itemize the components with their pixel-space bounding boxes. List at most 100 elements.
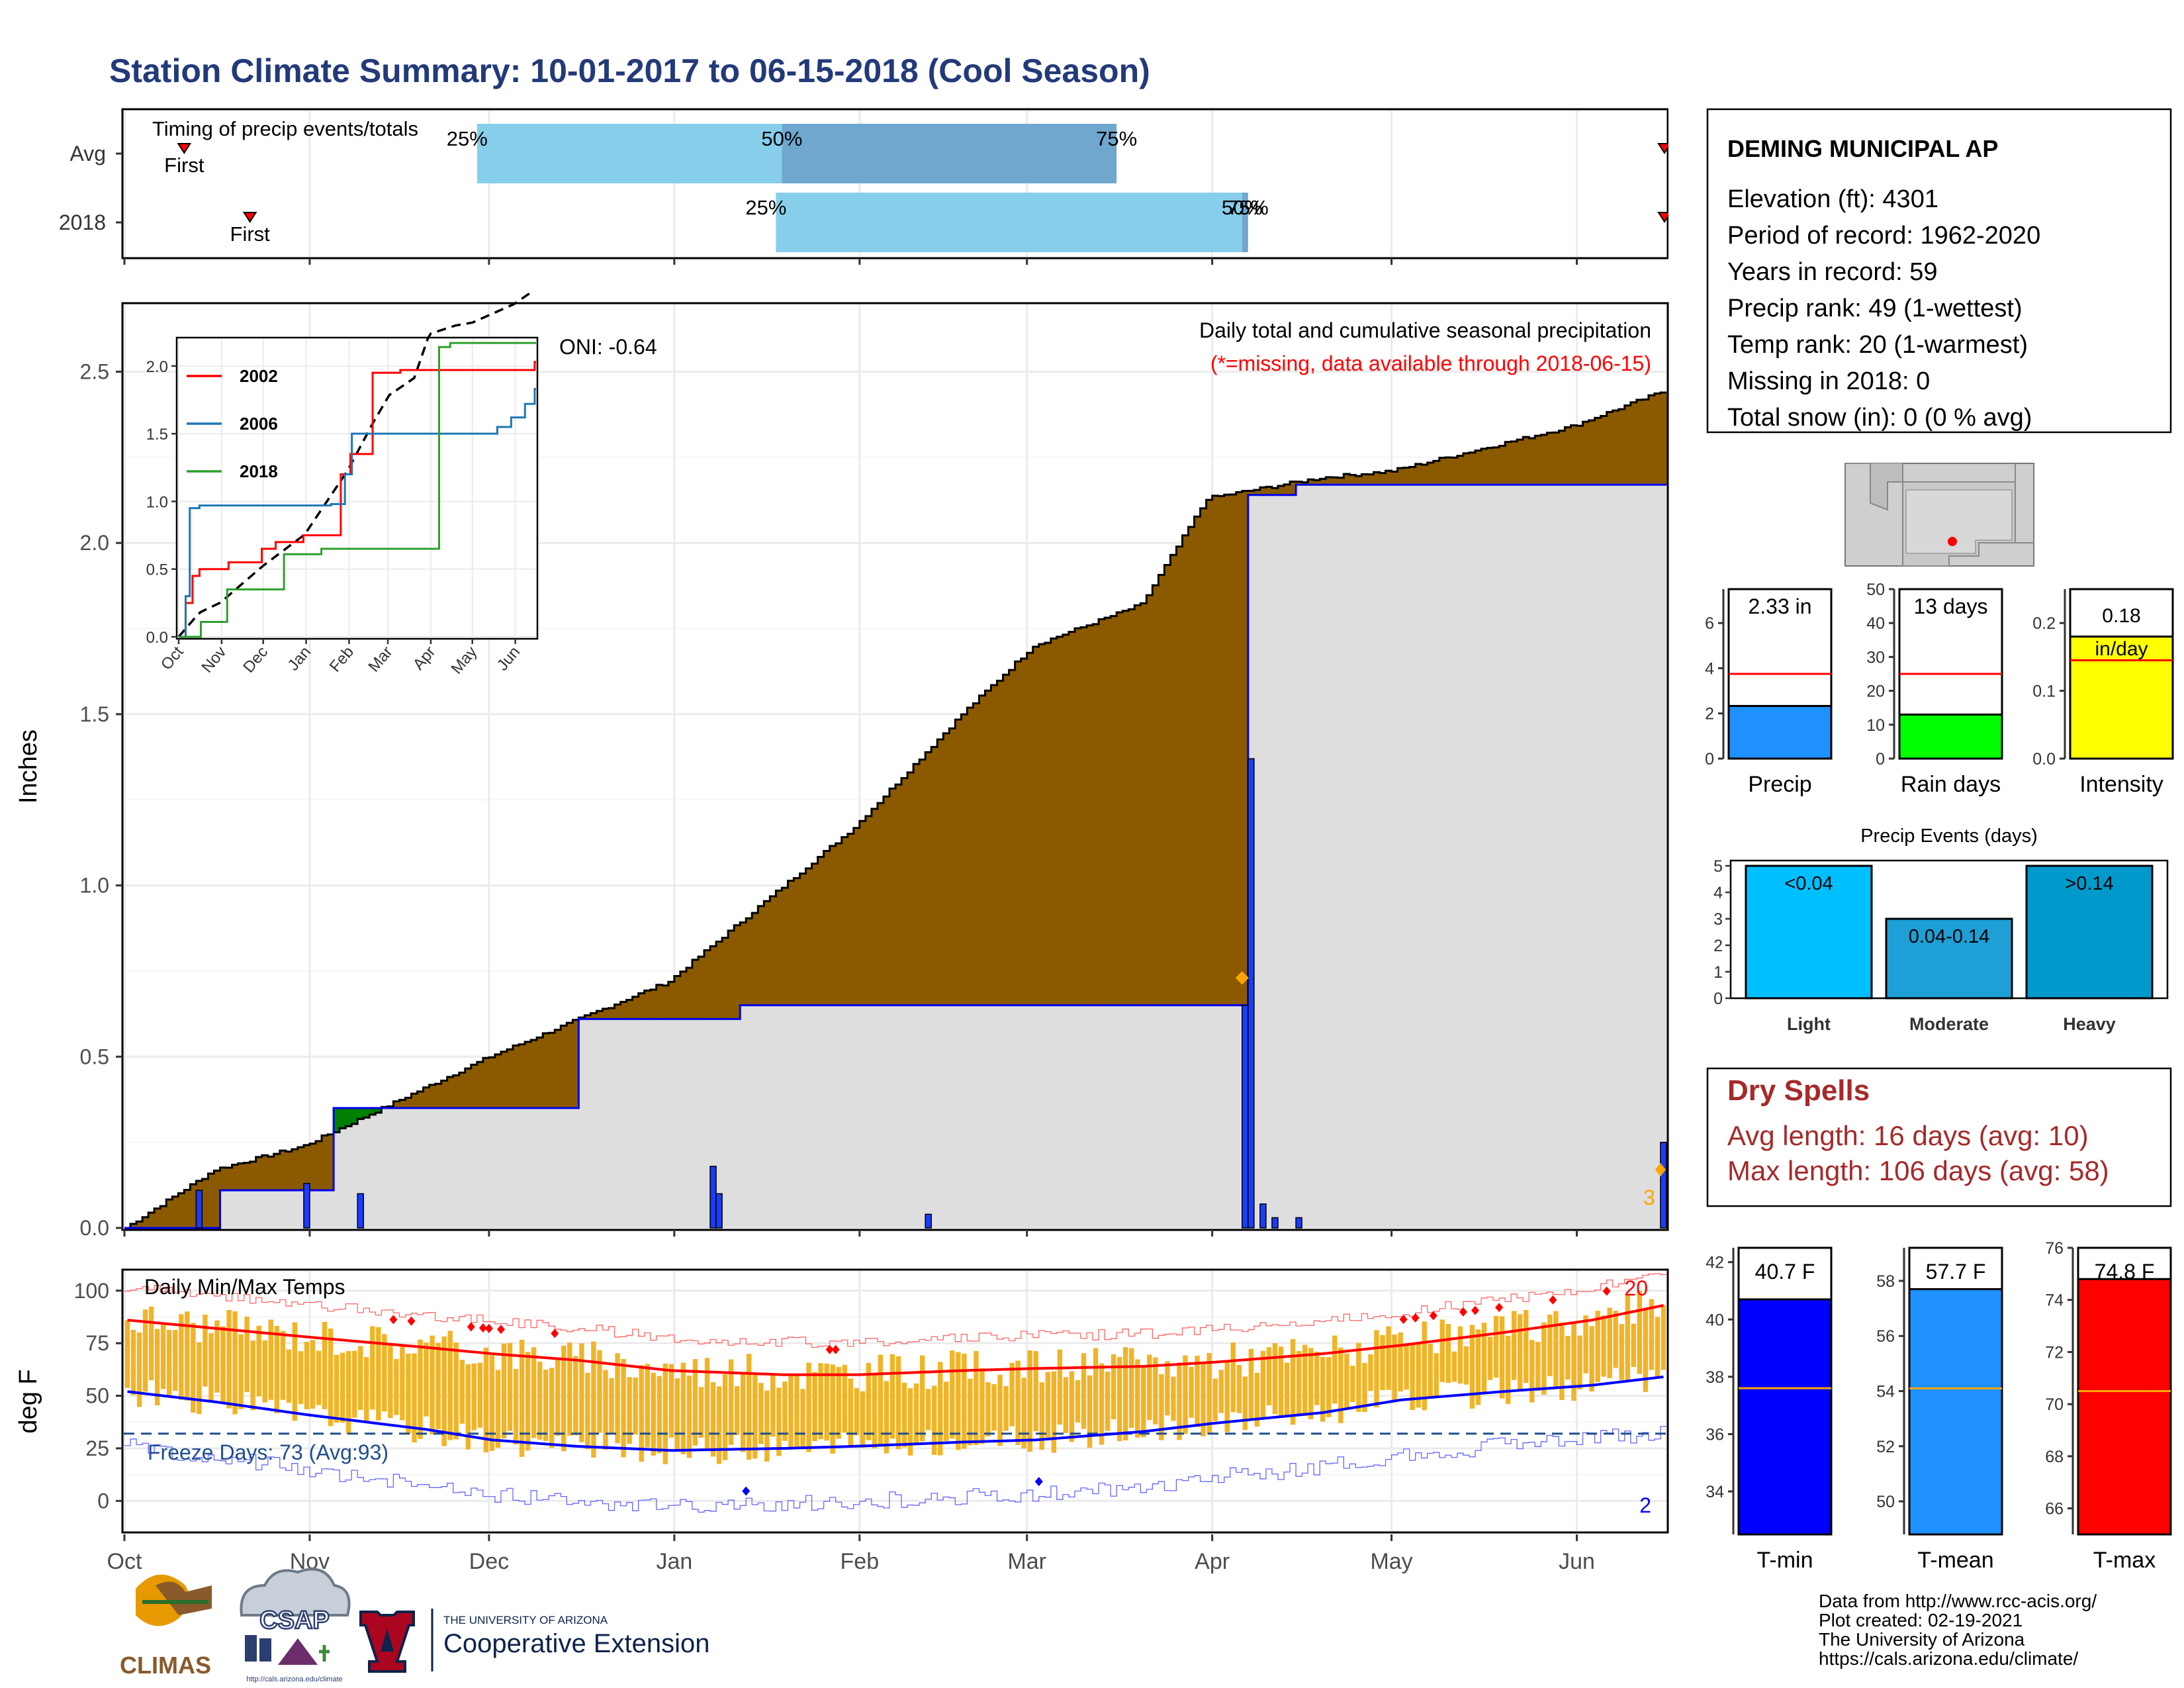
daily-precip-bar — [715, 1193, 723, 1229]
below-average-band — [184, 1190, 191, 1228]
daily-temp-range-bar — [925, 1389, 931, 1430]
daily-temp-range-bar — [776, 1387, 782, 1456]
daily-temp-range-bar — [244, 1316, 250, 1393]
daily-temp-range-bar — [603, 1370, 608, 1450]
below-average-band — [1105, 618, 1111, 1006]
inset-legend-label: 2006 — [240, 414, 278, 434]
below-average-band — [519, 1044, 525, 1108]
summary-y-tick-label: 20 — [1866, 682, 1885, 701]
below-average-band — [1188, 526, 1195, 1006]
summary-bar-label: 0.18 — [2102, 605, 2140, 627]
below-average-band — [1391, 471, 1398, 485]
below-average-band — [261, 1155, 269, 1191]
below-average-band — [716, 941, 723, 1019]
avg-tmin-line — [127, 1375, 1664, 1452]
daily-temp-range-bar — [818, 1363, 823, 1440]
below-average-band — [1326, 477, 1332, 485]
below-average-band — [704, 950, 711, 1019]
daily-temp-range-bar — [531, 1347, 537, 1438]
timing-bar-q25-q50 — [477, 124, 782, 183]
temp-summary-y-tick-label: 54 — [1876, 1383, 1895, 1401]
summary-y-tick-label: 2 — [1705, 705, 1714, 724]
daily-temp-range-bar — [1212, 1378, 1218, 1421]
daily-temp-range-bar — [1093, 1348, 1099, 1434]
below-average-band — [674, 976, 681, 1019]
daily-temp-range-bar — [1266, 1347, 1272, 1406]
daily-temp-range-bar — [806, 1362, 811, 1452]
record-high-marker — [1399, 1315, 1408, 1325]
daily-temp-range-bar — [913, 1383, 919, 1446]
below-average-band — [1116, 612, 1123, 1006]
below-average-band — [555, 1029, 561, 1108]
below-average-band — [1553, 432, 1560, 485]
temp-summary-y-tick-label: 66 — [2045, 1500, 2064, 1519]
below-average-band — [1146, 595, 1153, 1006]
below-average-band — [1385, 471, 1392, 485]
summary-bar-label: 13 days — [1913, 594, 1987, 618]
daily-precip-bar — [1248, 758, 1255, 1229]
below-average-band — [561, 1025, 567, 1108]
events-bar-label: >0.14 — [2065, 873, 2113, 894]
daily-temp-range-bar — [203, 1314, 208, 1387]
below-average-band — [1612, 410, 1619, 485]
daily-precip-bar — [1295, 1217, 1302, 1229]
q50-label: 50% — [1222, 196, 1263, 219]
daily-temp-range-bar — [657, 1376, 662, 1454]
credit-university: The University of Arizona — [1819, 1629, 2025, 1650]
daily-temp-range-bar — [662, 1363, 668, 1464]
below-average-band — [650, 990, 657, 1019]
daily-temp-range-bar — [345, 1351, 351, 1434]
daily-temp-range-bar — [1278, 1346, 1284, 1417]
daily-temp-range-bar — [901, 1382, 907, 1448]
record-low-marker — [1034, 1477, 1043, 1487]
daily-temp-range-bar — [919, 1355, 925, 1442]
daily-temp-range-bar — [465, 1364, 471, 1450]
daily-temp-range-bar — [1314, 1351, 1320, 1405]
record-high-marker — [484, 1323, 493, 1333]
station-period: Period of record: 1962-2020 — [1727, 222, 2040, 250]
daily-temp-range-bar — [394, 1358, 399, 1415]
events-y-tick-label: 3 — [1713, 910, 1723, 929]
oni-label: ONI: -0.64 — [559, 335, 657, 359]
below-average-band — [1086, 625, 1093, 1006]
daily-temp-range-bar — [1457, 1326, 1463, 1384]
daily-temp-range-bar — [340, 1352, 345, 1423]
daily-temp-range-bar — [962, 1353, 967, 1449]
below-average-band — [291, 1149, 298, 1191]
events-category-label: Light — [1787, 1014, 1831, 1034]
below-average-band — [1021, 658, 1028, 1006]
events-y-tick-label: 5 — [1713, 857, 1723, 876]
daily-temp-range-bar — [316, 1350, 322, 1405]
below-average-band — [1032, 647, 1040, 1006]
daily-temp-range-bar — [1589, 1326, 1594, 1392]
events-y-tick-label: 2 — [1713, 937, 1723, 955]
summary-bar-category: Intensity — [2079, 772, 2163, 797]
below-average-band — [1182, 535, 1189, 1006]
record-low-marker — [742, 1486, 751, 1496]
daily-temp-range-bar — [985, 1382, 991, 1436]
below-average-band — [829, 845, 837, 1006]
daily-temp-range-bar — [418, 1339, 423, 1439]
below-average-band — [1559, 430, 1566, 485]
daily-temp-range-bar — [1081, 1353, 1087, 1429]
below-average-band — [1349, 475, 1356, 485]
first-event-label: First — [230, 222, 271, 246]
below-average-band — [656, 984, 663, 1019]
daily-temp-range-bar — [1308, 1348, 1314, 1420]
daily-temp-range-bar — [698, 1387, 704, 1438]
daily-temp-range-bar — [1099, 1363, 1105, 1445]
daily-temp-range-bar — [513, 1368, 519, 1445]
below-average-band — [1361, 474, 1369, 485]
summary-y-tick-label: 0.2 — [2032, 614, 2056, 633]
below-average-band — [572, 1019, 579, 1108]
below-average-band — [692, 959, 699, 1019]
events-bar — [1745, 865, 1873, 1000]
below-average-band — [567, 1023, 573, 1108]
below-average-band — [453, 1075, 460, 1108]
below-average-band — [1320, 479, 1326, 485]
below-average-band — [1451, 457, 1458, 485]
below-average-band — [1068, 632, 1075, 1006]
below-average-band — [482, 1058, 490, 1108]
daily-temp-range-bar — [1541, 1322, 1547, 1395]
daily-precip-bar — [303, 1182, 310, 1229]
